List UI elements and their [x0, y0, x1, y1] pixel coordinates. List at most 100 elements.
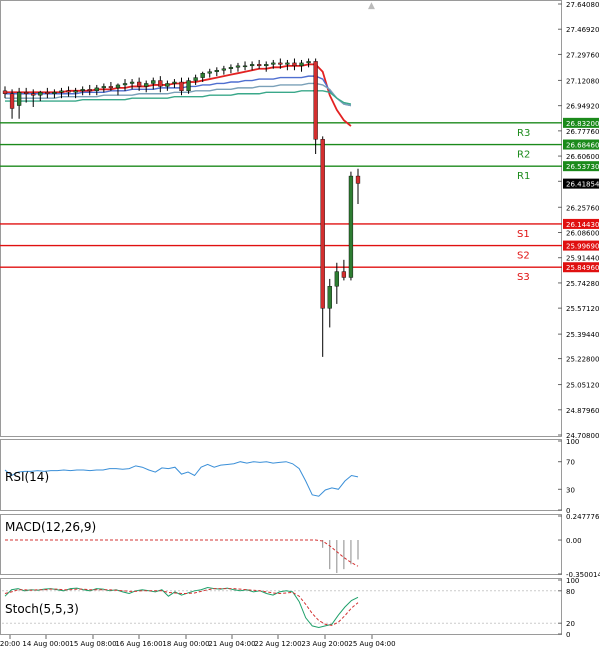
price-tick-label: 26.94920 — [566, 103, 599, 111]
candle-body — [235, 65, 241, 68]
pivot-value-tag — [563, 161, 599, 172]
pivot-value-tag — [563, 240, 599, 251]
time-tick-label: 20:00 — [0, 640, 20, 648]
candle-body — [115, 84, 121, 89]
candlesticks — [2, 58, 361, 357]
rsi-line — [4, 461, 359, 497]
candle-body — [59, 90, 64, 93]
price-tick-label: 24.87960 — [566, 407, 599, 415]
candle-body — [242, 65, 248, 68]
rsi-tick-label: 100 — [566, 438, 579, 446]
pivot-value-tag — [563, 117, 599, 128]
price-tick-label: 25.39440 — [566, 331, 599, 339]
candle-body — [200, 72, 205, 78]
candle-body — [80, 89, 85, 92]
candle-body — [45, 92, 50, 94]
price-tick-label: 25.05120 — [566, 382, 599, 390]
price-tick-label: 25.91440 — [566, 255, 599, 263]
time-tick-label: 14 Aug 00:00 — [22, 640, 69, 648]
price-tick-label: 26.08600 — [566, 229, 599, 237]
pivot-label-r1: R1 — [517, 171, 530, 182]
rsi-label: RSI(14) — [5, 470, 49, 484]
price-tick-label: 26.60600 — [566, 153, 599, 161]
candle-body — [271, 62, 276, 65]
price-tick-label: 27.12080 — [566, 77, 599, 85]
candle-body — [306, 61, 311, 64]
candle-body — [285, 62, 290, 65]
time-tick-label: 21 Aug 04:00 — [208, 640, 255, 648]
moving-averages — [5, 63, 352, 127]
stoch-label: Stoch(5,5,3) — [5, 602, 79, 616]
candle-body — [341, 271, 347, 278]
candle-body — [299, 62, 304, 67]
candle-body — [66, 90, 71, 93]
moving-average-line — [5, 82, 352, 107]
stoch-panel-frame — [0, 578, 562, 635]
candle-body — [348, 175, 354, 278]
candle-body — [73, 90, 78, 93]
macd-tick-label: 0.00 — [566, 537, 582, 545]
rsi-tick-label: 70 — [566, 459, 575, 467]
time-tick-label: 23 Aug 20:00 — [301, 640, 348, 648]
candle-body — [24, 92, 29, 94]
candle-body — [87, 89, 92, 92]
stoch-k-line — [4, 587, 359, 629]
candle-body — [172, 81, 177, 84]
time-tick-label: 18 Aug 00:00 — [162, 640, 209, 648]
price-tick-label: 27.64080 — [566, 1, 599, 9]
candle-body — [257, 64, 262, 67]
pivot-label-s2: S2 — [517, 251, 530, 262]
main-panel-frame — [0, 0, 562, 437]
candle-body — [144, 83, 149, 87]
candle-body — [292, 62, 297, 67]
time-tick-label: 25 Aug 04:00 — [348, 640, 395, 648]
candle-body — [158, 80, 163, 87]
macd-tick-label: 0.247776 — [566, 513, 600, 521]
rsi-axis: 100 70 30 0 — [558, 438, 579, 515]
rsi-series — [4, 461, 359, 497]
candle-body — [94, 87, 99, 92]
price-tick-label: 27.46920 — [566, 26, 599, 34]
macd-series — [5, 539, 359, 574]
macd-tick-label: -0.350014 — [566, 571, 600, 579]
candle-body — [264, 64, 269, 67]
pivot-levels: R3 26.83200 R2 26.68460 R1 26.53730 S1 26.14430… — [0, 117, 599, 283]
scroll-marker-icon[interactable]: ▲ — [368, 1, 375, 11]
candle-body — [101, 86, 106, 89]
time-tick-label: 22 Aug 12:00 — [254, 640, 301, 648]
macd-label: MACD(12,26,9) — [5, 520, 96, 534]
candle-body — [151, 80, 156, 84]
price-tick-label: 27.29760 — [566, 51, 599, 59]
candle-body — [108, 86, 114, 89]
candle-body — [16, 92, 22, 106]
stoch-d-line — [4, 588, 359, 626]
candle-body — [320, 139, 325, 309]
stoch-axis: 100 80 20 0 — [558, 577, 579, 639]
pivot-value-label: 26.68460 — [566, 142, 599, 150]
rsi-tick-label: 30 — [566, 486, 575, 494]
macd-panel-frame — [0, 514, 562, 575]
pivot-label-s3: S3 — [517, 272, 530, 283]
pivot-label-s1: S1 — [517, 229, 530, 240]
price-tick-label: 25.57120 — [566, 305, 599, 313]
price-tick-label: 24.70800 — [566, 432, 599, 440]
candle-body — [31, 93, 36, 96]
candle-body — [228, 67, 234, 69]
pivot-value-label: 26.14430 — [566, 221, 599, 229]
current-price-box — [563, 178, 599, 189]
price-tick-label: 25.22800 — [566, 356, 599, 364]
candle-body — [2, 90, 8, 94]
macd-axis: 0.247776 0.00 -0.350014 — [558, 513, 600, 579]
pivot-value-label: 26.83200 — [566, 120, 599, 128]
rsi-tick-label: 0 — [566, 507, 570, 515]
pivot-value-tag — [563, 218, 599, 229]
pivot-value-label: 25.84960 — [566, 264, 599, 272]
stoch-series — [2, 587, 558, 629]
candle-body — [327, 286, 332, 309]
time-tick-label: 15 Aug 08:00 — [69, 640, 116, 648]
pivot-value-tag — [563, 262, 599, 273]
candle-body — [193, 77, 198, 81]
candle-body — [221, 68, 227, 71]
pivot-label-r2: R2 — [517, 150, 530, 161]
